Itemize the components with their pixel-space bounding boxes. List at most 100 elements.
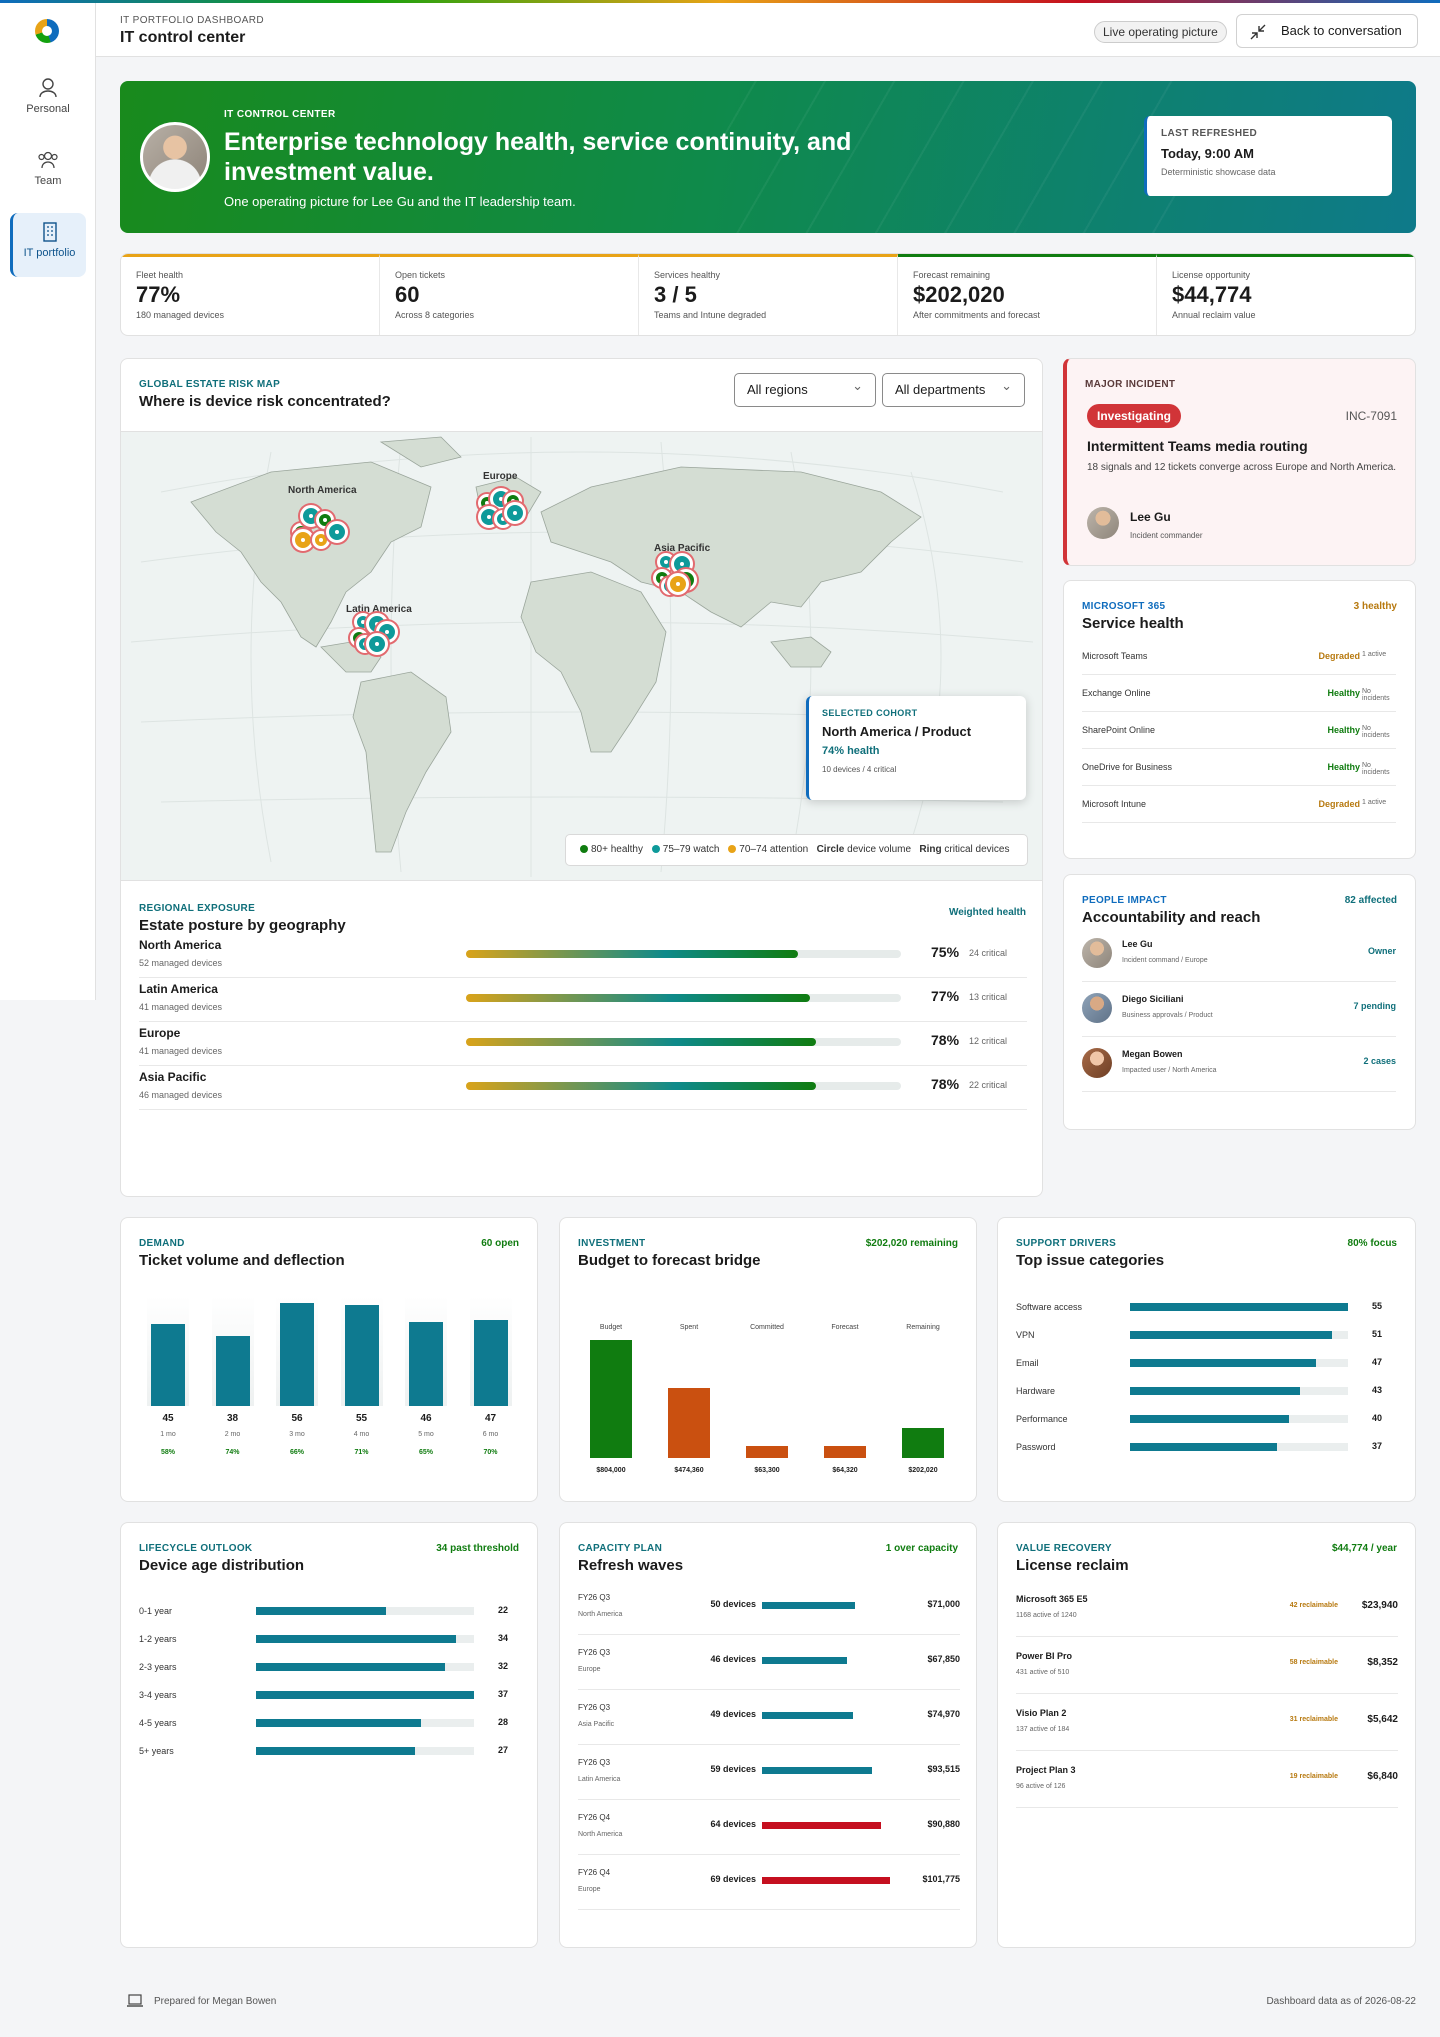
hbar-track xyxy=(1130,1359,1348,1367)
hbar-row: 0-1 year 22 xyxy=(139,1602,521,1622)
people-right-label: 82 affected xyxy=(1344,895,1397,906)
hbar-label: 5+ years xyxy=(139,1746,174,1756)
ticket-month-label: 5 mo xyxy=(418,1431,434,1438)
service-row[interactable]: Microsoft Intune Degraded 1 active xyxy=(1082,786,1396,823)
person-row[interactable]: Megan Bowen Impacted user / North America… xyxy=(1082,1037,1396,1092)
wave-fill xyxy=(762,1712,853,1719)
wave-devices: 46 devices xyxy=(710,1654,756,1664)
service-row[interactable]: Exchange Online Healthy No incidents xyxy=(1082,675,1396,712)
estate-risk-card: GLOBAL ESTATE RISK MAP Where is device r… xyxy=(120,358,1043,1197)
nav-personal[interactable]: Personal xyxy=(10,69,86,133)
hbar-label: Email xyxy=(1016,1358,1039,1368)
issues-title: Top issue categories xyxy=(1016,1252,1165,1269)
geography-section: REGIONAL EXPOSURE Estate posture by geog… xyxy=(121,881,1042,1196)
waves-title: Refresh waves xyxy=(578,1557,684,1574)
wave-quarter: FY26 Q3 xyxy=(578,1703,611,1712)
back-button-label: Back to conversation xyxy=(1281,23,1402,38)
kpi-label: License opportunity xyxy=(1172,270,1251,280)
wave-region: Asia Pacific xyxy=(578,1721,615,1728)
cluster-label-asia-pacific: Asia Pacific xyxy=(654,543,711,554)
legend-circle-note: device volume xyxy=(847,844,912,855)
wave-track xyxy=(762,1602,892,1609)
service-row[interactable]: OneDrive for Business Healthy No incidents xyxy=(1082,749,1396,786)
hbar-value: 32 xyxy=(497,1661,508,1671)
service-row[interactable]: SharePoint Online Healthy No incidents xyxy=(1082,712,1396,749)
map-marker-core xyxy=(511,499,515,503)
person-name: Lee Gu xyxy=(1122,939,1153,949)
hbar-fill xyxy=(256,1635,457,1643)
budget-category-label: Forecast xyxy=(831,1324,859,1331)
service-detail: 1 active xyxy=(1362,651,1387,658)
world-map[interactable]: North America Europe Asia Pacific Latin … xyxy=(121,431,1042,881)
nav-team[interactable]: Team xyxy=(10,141,86,205)
person-row[interactable]: Lee Gu Incident command / Europe Owner xyxy=(1082,927,1396,982)
hbar-fill xyxy=(1130,1415,1289,1423)
header-kicker: IT PORTFOLIO DASHBOARD xyxy=(120,15,265,26)
kpi-forecast-remaining: Forecast remaining $202,020 After commitme… xyxy=(898,254,1157,335)
selected-cohort-card[interactable]: SELECTED COHORT North America / Product … xyxy=(806,696,1026,800)
hbar-track xyxy=(256,1663,474,1671)
license-name: Visio Plan 2 xyxy=(1016,1708,1067,1718)
kpi-label: Forecast remaining xyxy=(913,270,991,280)
hbar-fill xyxy=(256,1607,386,1615)
nav-it-portfolio-label: IT portfolio xyxy=(23,247,76,259)
wave-track xyxy=(762,1712,892,1719)
person-row[interactable]: Diego Siciliani Business approvals / Prod… xyxy=(1082,982,1396,1037)
department-select[interactable]: All departments xyxy=(882,370,1025,407)
map-marker-core xyxy=(323,518,327,522)
service-detail: 1 active xyxy=(1362,799,1387,806)
geo-health-pct: 78% xyxy=(931,1032,960,1048)
hbar-value: 28 xyxy=(497,1717,508,1727)
hbar-track xyxy=(256,1691,474,1699)
hbar-fill xyxy=(256,1747,416,1755)
wave-cost: $90,880 xyxy=(927,1819,960,1829)
legend-attention-dot xyxy=(728,845,737,853)
nav-it-portfolio[interactable]: IT portfolio xyxy=(10,213,86,277)
ticket-bar xyxy=(473,1319,508,1406)
hbar-row: 3-4 years 37 xyxy=(139,1686,521,1706)
hbar-value: 51 xyxy=(1371,1329,1382,1339)
wave-fill xyxy=(762,1657,848,1664)
hbar-fill xyxy=(1130,1331,1333,1339)
wave-row: FY26 Q3 Latin America 59 devices $93,515 xyxy=(578,1745,960,1800)
wave-cost: $74,970 xyxy=(927,1709,960,1719)
wave-track xyxy=(762,1657,892,1664)
app-logo-icon[interactable] xyxy=(35,19,59,43)
hbar-label: 4-5 years xyxy=(139,1718,177,1728)
region-select[interactable]: All regions xyxy=(734,370,876,407)
ticket-bar xyxy=(151,1323,185,1406)
map-marker-core xyxy=(335,530,339,534)
cluster-label-north-america: North America xyxy=(288,485,357,496)
geo-health-fill xyxy=(466,950,799,958)
service-row[interactable]: Microsoft Teams Degraded 1 active xyxy=(1082,638,1396,675)
map-marker-core xyxy=(375,622,379,626)
license-name: Power BI Pro xyxy=(1016,1651,1073,1661)
wave-region: Latin America xyxy=(578,1776,621,1783)
footer-prepared: Prepared for Megan Bowen xyxy=(154,1996,277,2007)
geo-row: Europe 41 managed devices 78% 12 critical xyxy=(139,1022,1027,1066)
age-right-label: 34 past threshold xyxy=(436,1543,519,1554)
budget-category-label: Committed xyxy=(750,1324,784,1331)
kpi-value: 77% xyxy=(136,282,181,307)
wave-row: FY26 Q4 North America 64 devices $90,880 xyxy=(578,1800,960,1855)
license-value: $23,940 xyxy=(1361,1600,1398,1611)
kpi-sub: 180 managed devices xyxy=(136,310,225,320)
major-incident-card[interactable]: MAJOR INCIDENT Investigating INC-7091 In… xyxy=(1063,358,1416,566)
wave-fill xyxy=(762,1877,891,1884)
hbar-fill xyxy=(256,1719,421,1727)
license-detail: 137 active of 184 xyxy=(1016,1726,1070,1733)
wave-quarter: FY26 Q3 xyxy=(578,1593,611,1602)
license-detail: 431 active of 510 xyxy=(1016,1669,1070,1676)
laptop-icon xyxy=(127,1994,143,2007)
people-title: Accountability and reach xyxy=(1082,909,1261,926)
budget-right-label: $202,020 remaining xyxy=(865,1238,958,1249)
wave-quarter: FY26 Q4 xyxy=(578,1868,611,1877)
kpi-label: Fleet health xyxy=(136,270,184,280)
hbar-value: 47 xyxy=(1371,1357,1382,1367)
back-to-conversation-button[interactable]: Back to conversation xyxy=(1236,14,1418,48)
hbar-track xyxy=(256,1747,474,1755)
ticket-value-label: 45 xyxy=(162,1413,174,1424)
geo-health-pct: 75% xyxy=(931,944,960,960)
wave-track xyxy=(762,1877,892,1884)
wave-row: FY26 Q4 Europe 69 devices $101,775 xyxy=(578,1855,960,1910)
